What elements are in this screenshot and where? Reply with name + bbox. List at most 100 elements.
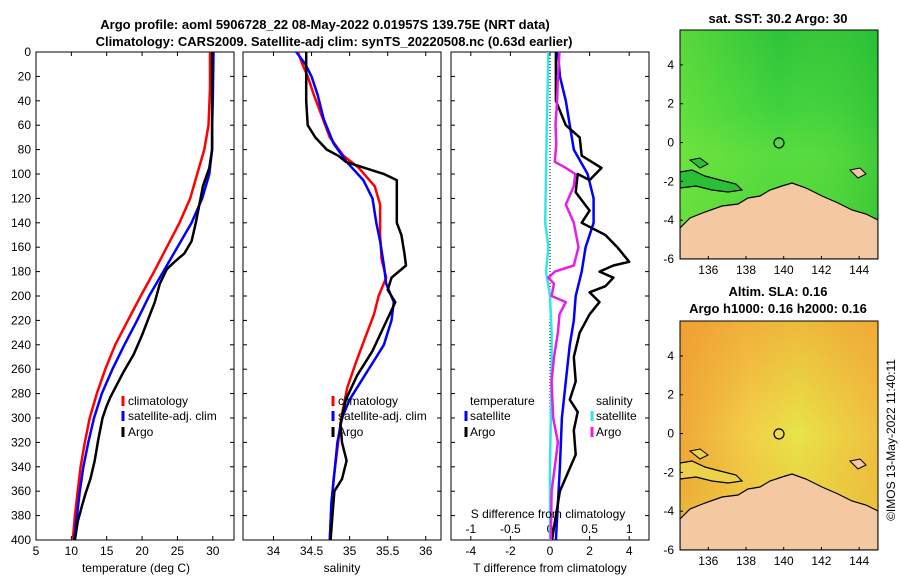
series-line-argo	[304, 52, 408, 541]
temperature-lines	[71, 51, 215, 541]
lon-tick-label: 142	[811, 554, 831, 568]
lon-tick-label: 142	[811, 263, 831, 277]
x-tick-label: -4	[465, 544, 476, 558]
depth-tick-label: 100	[11, 167, 31, 181]
legend-label-satellite: satellite-adj. clim	[128, 409, 217, 423]
small-island-east	[848, 458, 867, 470]
lat-tick-label: -4	[663, 504, 674, 518]
sla-map-field	[680, 321, 878, 550]
t-difference-ticks: -4 -2 0 2 4	[465, 52, 633, 558]
lon-tick-label: 144	[849, 554, 869, 568]
lat-tick-label: -6	[663, 543, 674, 557]
x-tick-label: 30	[206, 544, 220, 558]
depth-tick-label: 40	[18, 94, 32, 108]
lat-tick-label: -2	[663, 174, 674, 188]
lat-tick-label: 2	[667, 97, 674, 111]
depth-tick-label: 140	[11, 216, 31, 230]
sla-map: Altim. SLA: 0.16 Argo h1000: 0.16 h2000:…	[663, 284, 879, 568]
s-difference-label: S difference from climatology	[471, 507, 626, 521]
figure-title-line2: Climatology: CARS2009. Satellite-adj cli…	[96, 34, 573, 49]
salinity-lines	[295, 51, 408, 541]
lon-tick-label: 144	[849, 263, 869, 277]
depth-tick-label: 240	[11, 338, 31, 352]
series-line-s-satellite	[543, 51, 553, 540]
lat-tick-label: 4	[667, 349, 674, 363]
series-line-t-argo	[550, 52, 631, 541]
small-island	[688, 157, 709, 169]
x-tick-label: 35.5	[376, 544, 400, 558]
legend-label-t-argo: Argo	[470, 425, 496, 439]
north-coast-island	[680, 460, 744, 484]
sla-map-subtitle: Argo h1000: 0.16 h2000: 0.16	[689, 301, 867, 316]
depth-tick-label: 400	[11, 533, 31, 547]
series-line-climatology	[71, 52, 212, 541]
s-difference-tick-label: 1	[626, 522, 633, 536]
legend-title-salinity: salinity	[596, 394, 633, 408]
depth-tick-label: 180	[11, 265, 31, 279]
difference-lines	[543, 51, 631, 541]
x-tick-label: 20	[135, 544, 149, 558]
lat-tick-label: -6	[663, 252, 674, 266]
x-tick-label: 5	[33, 544, 40, 558]
depth-tick-label: 300	[11, 411, 31, 425]
figure-title-line1: Argo profile: aoml 5906728_22 08-May-202…	[100, 17, 549, 32]
x-tick-label: 34.5	[300, 544, 324, 558]
salinity-legend: climatology satellite-adj. clim Argo	[331, 394, 427, 439]
legend-label-satellite: satellite-adj. clim	[338, 409, 427, 423]
depth-tick-label: 60	[18, 118, 32, 132]
lat-tick-label: 0	[667, 136, 674, 150]
sst-map-field	[680, 30, 878, 259]
depth-tick-label: 200	[11, 289, 31, 303]
legend-label-s-satellite: satellite	[596, 409, 637, 423]
float-position-marker	[773, 428, 785, 440]
temperature-xlabel: temperature (deg C)	[82, 561, 190, 575]
depth-tick-label: 340	[11, 460, 31, 474]
salinity-panel: 34 34.5 35 35.5 36 climatology satellite-adj…	[242, 51, 442, 575]
s-difference-tick-label: -0.5	[500, 522, 521, 536]
depth-tick-label: 20	[18, 69, 32, 83]
temperature-legend: climatology satellite-adj. clim Argo	[121, 394, 217, 439]
depth-tick-label: 380	[11, 509, 31, 523]
float-position-marker	[773, 137, 785, 149]
temperature-axes-box	[35, 51, 235, 541]
lon-tick-label: 140	[774, 554, 794, 568]
lon-tick-label: 136	[698, 554, 718, 568]
depth-tick-label: 360	[11, 484, 31, 498]
s-difference-tick-label: 0.5	[581, 522, 598, 536]
depth-tick-label: 120	[11, 191, 31, 205]
depth-tick-label: 220	[11, 313, 31, 327]
x-tick-label: 2	[586, 544, 593, 558]
small-island	[688, 448, 709, 460]
new-guinea-land	[680, 182, 878, 259]
series-line-argo	[73, 52, 214, 541]
x-tick-label: -2	[505, 544, 516, 558]
x-tick-label: 0	[547, 544, 554, 558]
depth-tick-label: 0	[24, 45, 31, 59]
x-tick-label: 25	[171, 544, 185, 558]
small-island-east	[848, 167, 867, 179]
north-coast-island	[680, 169, 744, 193]
x-tick-label: 10	[65, 544, 79, 558]
lon-tick-label: 138	[736, 263, 756, 277]
new-guinea-land	[680, 473, 878, 550]
lat-tick-label: -2	[663, 465, 674, 479]
legend-label-argo: Argo	[128, 425, 154, 439]
legend-label-argo: Argo	[338, 425, 364, 439]
depth-tick-label: 80	[18, 143, 32, 157]
s-difference-tick-label: -1	[465, 522, 476, 536]
lat-tick-label: 4	[667, 58, 674, 72]
depth-ticks: 0 20 40 60 80 100 120 140 160 180 200 220 240 260 280 3…	[11, 45, 234, 547]
legend-label-t-satellite: satellite	[470, 409, 511, 423]
sst-lon-ticks: 136 138 140 142 144	[698, 256, 869, 277]
series-line-t-satellite	[554, 51, 595, 541]
sla-map-title: Altim. SLA: 0.16	[729, 284, 828, 299]
t-difference-xlabel: T difference from climatology	[473, 561, 627, 575]
legend-label-climatology: climatology	[338, 394, 398, 408]
depth-tick-label: 320	[11, 435, 31, 449]
difference-yticks	[451, 51, 649, 541]
salinity-axes-box	[242, 51, 442, 541]
difference-legend-salinity: salinity satellite Argo	[590, 394, 637, 439]
sla-lon-ticks: 136 138 140 142 144	[698, 547, 869, 568]
lon-tick-label: 140	[774, 263, 794, 277]
